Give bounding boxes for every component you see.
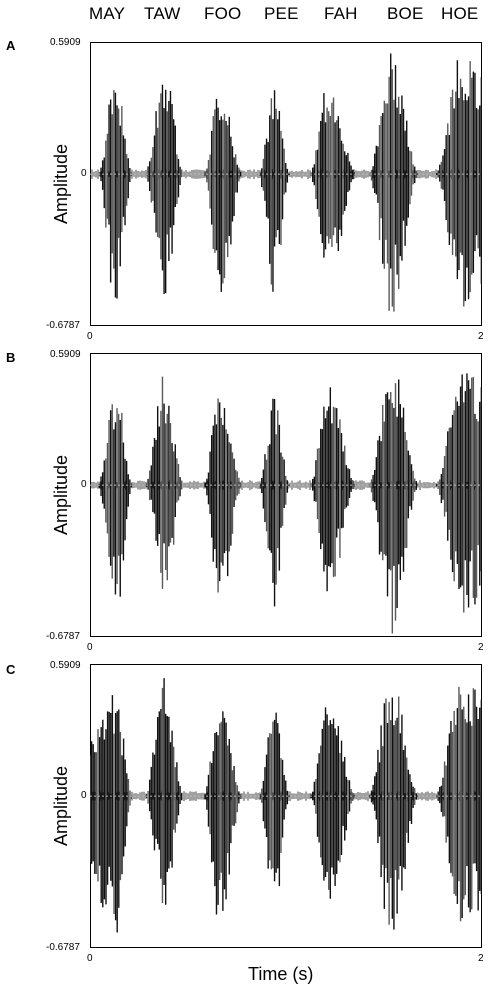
waveform-segment-boe [369,379,419,634]
waveform-segment-foo [204,398,243,593]
panel-a-xstart: 0 [87,331,93,342]
waveform-segment-foo [204,98,243,292]
panel-a-ymin: -0.6787 [46,320,80,331]
panel-c-ylabel: Amplitude [51,765,71,846]
panel-a-ylabel: Amplitude [51,143,71,224]
waveform-segment-pee [259,90,290,292]
panel-a-yzero: 0 [81,168,87,179]
syllable-label-may: MAY [89,4,126,23]
waveform-segment-hoe [435,60,482,307]
panel-c-ymin: -0.6787 [46,942,80,953]
panel-letter-b: B [6,350,16,365]
panel-c-ymax: 0.5909 [50,660,81,671]
syllable-label-pee: PEE [264,4,299,23]
syllable-label-foo: FOO [204,4,242,23]
waveform-segment-fah [310,93,357,258]
panel-b-waveform [90,353,482,637]
waveform-segment-taw [145,84,184,294]
waveform-segment-taw [145,376,184,589]
panel-b-ymin: -0.6787 [46,631,80,642]
waveform-segment-fah [310,707,357,899]
panel-c-xend: 2 [478,953,484,964]
panel-b-ymax: 0.5909 [50,349,81,360]
panel-c-xstart: 0 [87,953,93,964]
waveform-segment-may [98,90,134,299]
panel-a-xend: 2 [478,331,484,342]
panel-c-waveform [90,664,482,948]
waveform-segment-boe [369,53,419,312]
waveform-segment-hoe [435,373,482,613]
x-axis-label: Time (s) [248,964,314,984]
waveform-segment-hoe [435,686,482,922]
waveform-segment-fah [310,387,357,592]
panel-b-yzero: 0 [81,479,87,490]
syllable-label-boe: BOE [387,4,424,23]
panel-letter-c: C [6,662,16,677]
panel-b-xstart: 0 [87,642,93,653]
waveform-segment-may [90,695,133,933]
waveform-segment-pee [259,398,290,607]
syllable-label-hoe: HOE [441,4,479,23]
waveform-segment-taw [145,678,184,905]
panel-a-waveform [90,42,482,326]
panel-b-ylabel: Amplitude [51,454,71,535]
waveform-segment-foo [204,711,243,915]
panel-b-xend: 2 [478,642,484,653]
syllable-label-taw: TAW [144,4,181,23]
panel-c-yzero: 0 [81,790,87,801]
syllable-label-fah: FAH [324,4,358,23]
waveform-segment-may [98,404,134,597]
panel-letter-a: A [6,38,16,53]
waveform-segment-boe [369,696,419,930]
panel-a-ymax: 0.5909 [50,37,81,48]
